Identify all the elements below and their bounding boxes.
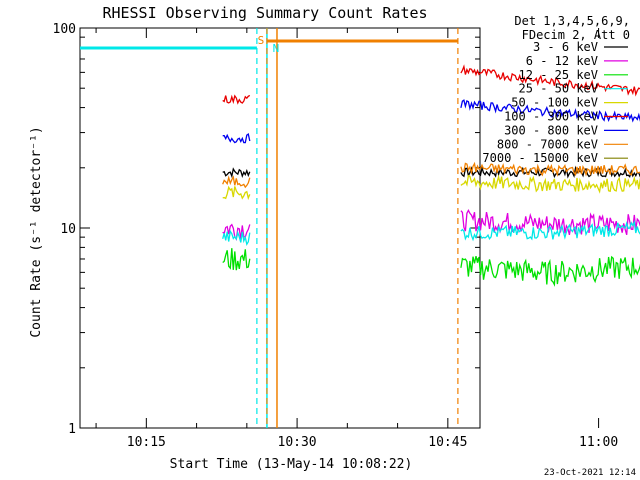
series-line xyxy=(222,229,251,247)
legend-label: 3 - 6 keV xyxy=(533,40,598,54)
series-line xyxy=(460,99,640,123)
legend-label: 100 - 300 keV xyxy=(504,110,598,124)
chart-title: RHESSI Observing Summary Count Rates xyxy=(102,4,427,22)
y-tick-label: 1 xyxy=(68,422,76,437)
series-line xyxy=(222,248,251,271)
legend-label: 800 - 7000 keV xyxy=(497,137,598,151)
series-line xyxy=(460,165,640,179)
series-line xyxy=(222,185,251,201)
legend-header-line-2: FDecim 2, Att 0 xyxy=(522,28,630,42)
y-tick-label: 100 xyxy=(53,22,76,37)
series-line xyxy=(222,175,251,189)
series-line xyxy=(460,174,640,194)
x-tick-label: 10:30 xyxy=(278,435,317,450)
series-line xyxy=(460,219,640,242)
x-tick-label: 10:45 xyxy=(428,435,467,450)
series-line xyxy=(222,94,251,105)
y-tick-label: 10 xyxy=(60,222,76,237)
series-line xyxy=(460,255,640,287)
legend-header-line-1: Det 1,3,4,5,6,9, xyxy=(514,14,630,28)
x-tick-label: 11:00 xyxy=(579,435,618,450)
legend-label: 300 - 800 keV xyxy=(504,123,598,137)
legend-label: 7000 - 15000 keV xyxy=(482,151,598,165)
legend-label: 25 - 50 keV xyxy=(519,82,598,96)
series-line xyxy=(222,133,251,144)
series-line xyxy=(460,161,640,178)
legend-label: 50 - 100 keV xyxy=(511,96,598,110)
y-axis-label: Count Rate (s⁻¹ detector⁻¹) xyxy=(29,126,44,337)
legend-label: 6 - 12 keV xyxy=(526,54,598,68)
plot-frame xyxy=(79,27,481,429)
s-flag-label: S xyxy=(258,34,265,47)
timestamp: 23-Oct-2021 12:14 xyxy=(544,468,636,478)
legend-label: 12 - 25 keV xyxy=(519,68,598,82)
x-axis-label: Start Time (13-May-14 10:08:22) xyxy=(170,457,413,472)
n-flag-label: N xyxy=(273,42,280,55)
series-line xyxy=(460,208,640,236)
x-tick-label: 10:15 xyxy=(127,435,166,450)
plot-area: 11010010:1510:3010:4511:0011:1511:3011:4… xyxy=(53,22,640,450)
series-line xyxy=(222,167,251,179)
series-line xyxy=(460,64,640,97)
